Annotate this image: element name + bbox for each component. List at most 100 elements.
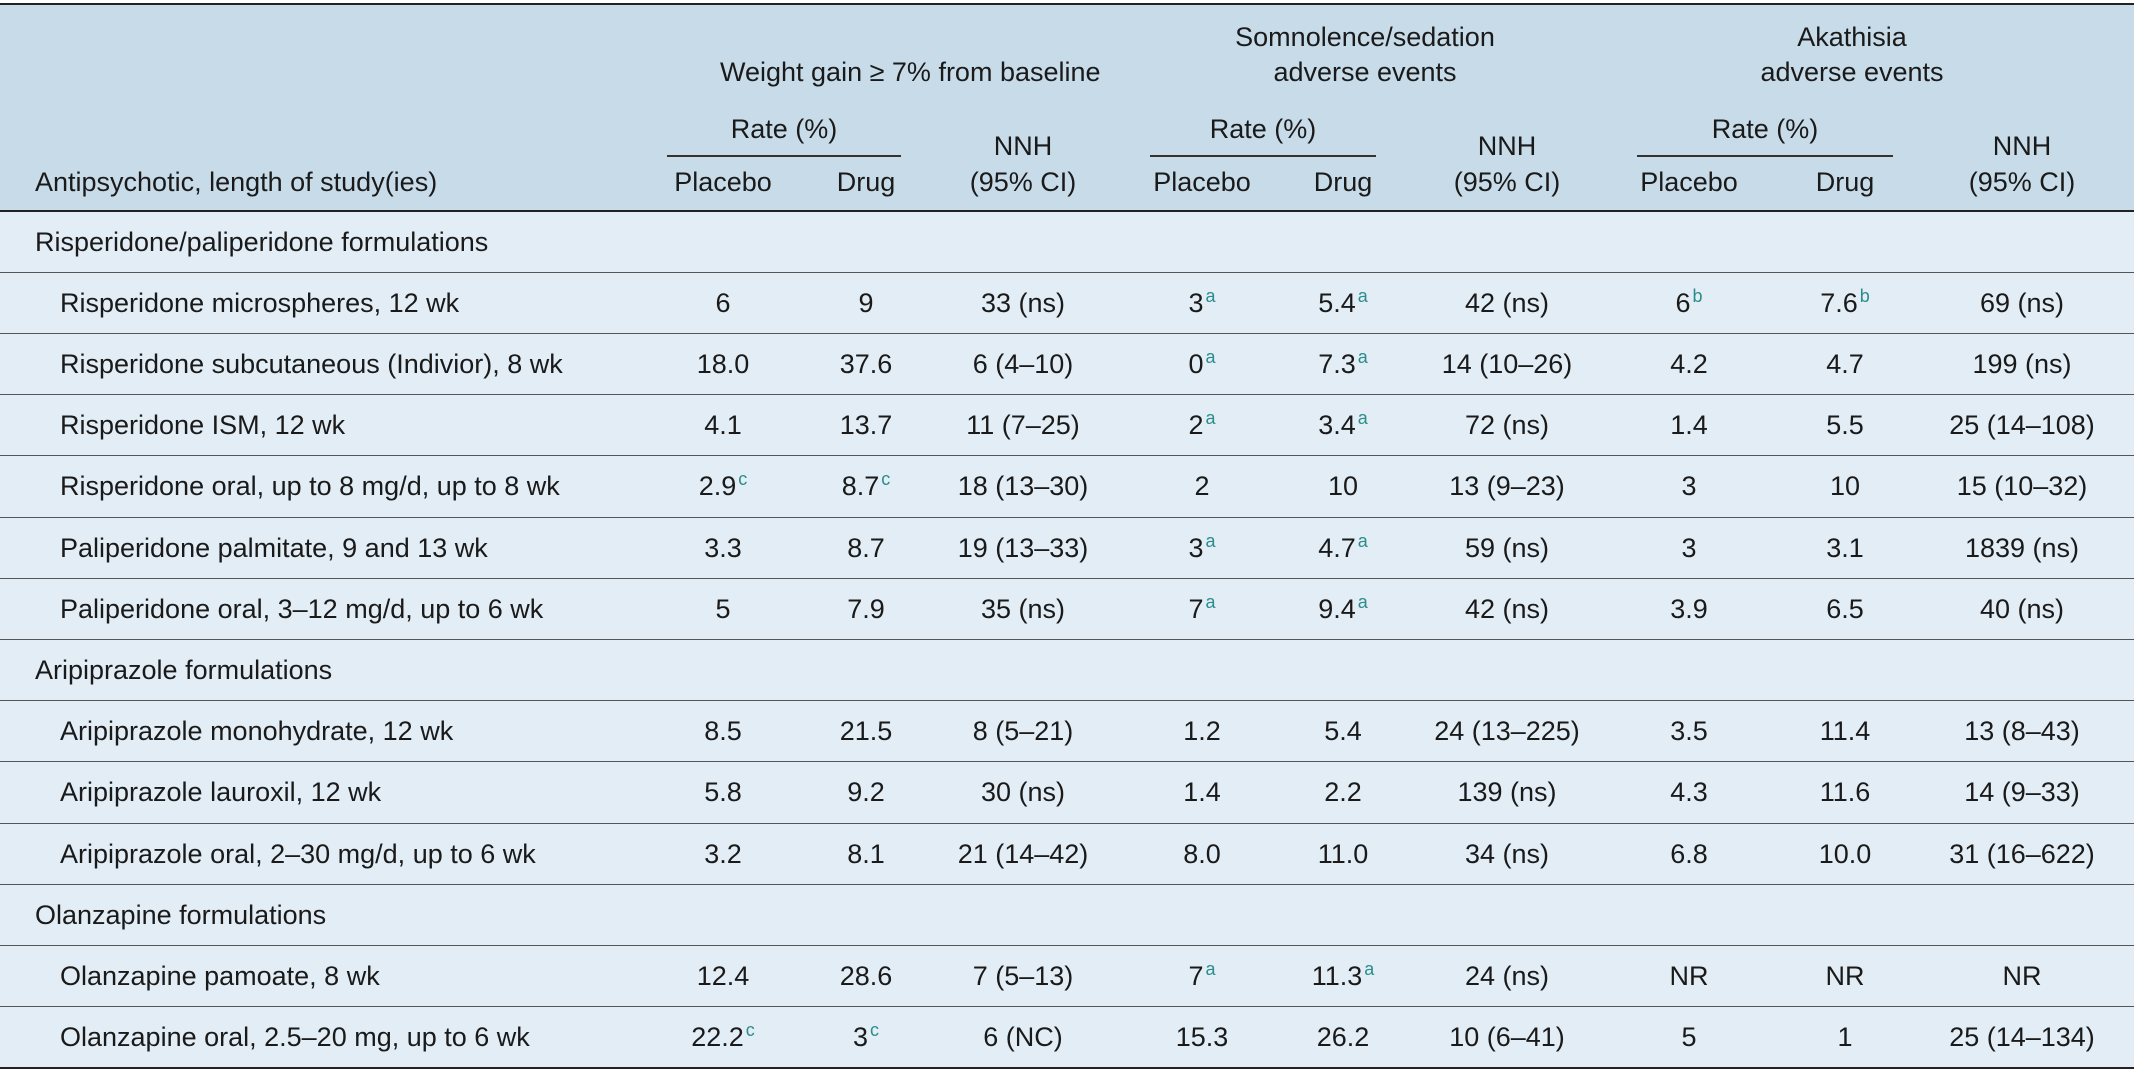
section-title: Risperidone/paliperidone formulations bbox=[35, 226, 489, 257]
footnote-mark: c bbox=[745, 1020, 755, 1041]
cell-value: 13.7 bbox=[839, 410, 893, 441]
cell-value: 8 (5–21) bbox=[972, 716, 1074, 747]
cell-value: 8.0 bbox=[1183, 838, 1221, 869]
cell-value: NR bbox=[2002, 961, 2042, 991]
footnote-mark: a bbox=[1205, 959, 1216, 979]
cell: 5 bbox=[603, 589, 843, 629]
cell-value: 21.5 bbox=[839, 716, 893, 747]
cell: 1839 (ns) bbox=[1902, 528, 2134, 568]
row-rule bbox=[0, 271, 2134, 273]
cell: 19 (13–33) bbox=[903, 528, 1143, 568]
row-rule bbox=[0, 638, 2134, 640]
cell: 69 (ns) bbox=[1902, 283, 2134, 323]
cell: 30 (ns) bbox=[903, 772, 1143, 812]
cell-value: 3 bbox=[1681, 471, 1697, 502]
footnote-mark: a bbox=[1205, 408, 1216, 429]
cell-value: 6 (4–10) bbox=[972, 349, 1074, 379]
cell: 42 (ns) bbox=[1387, 283, 1627, 323]
section-title: Aripiprazole formulations bbox=[35, 655, 333, 685]
cell-value: 7.3 bbox=[1318, 349, 1356, 379]
cell-value: 3.2 bbox=[704, 838, 742, 869]
cell-value: 14 (10–26) bbox=[1441, 349, 1573, 379]
cell: 11 (7–25) bbox=[903, 405, 1143, 445]
cell: 4.2 bbox=[1569, 344, 1809, 384]
cell-value: 59 (ns) bbox=[1464, 532, 1550, 563]
cell-value: 28.6 bbox=[839, 961, 893, 991]
cell-value: 5.5 bbox=[1826, 410, 1864, 441]
cell: NR bbox=[1569, 956, 1809, 996]
cell-value: 4.2 bbox=[1670, 349, 1708, 379]
cell: 1 bbox=[1725, 1017, 1965, 1057]
row-rule bbox=[0, 577, 2134, 579]
cell: 5 bbox=[1569, 1017, 1809, 1057]
cell: 14 (9–33) bbox=[1902, 772, 2134, 812]
cell-value: 6.5 bbox=[1826, 593, 1864, 624]
cell-value: 5.4 bbox=[1318, 287, 1356, 318]
cell-value: 34 (ns) bbox=[1464, 838, 1550, 869]
cell: 2.2 bbox=[1223, 772, 1463, 812]
cell: 22.2 c bbox=[603, 1017, 843, 1057]
drug-header: Drug bbox=[836, 167, 896, 197]
cell: 7.9 bbox=[746, 589, 986, 629]
footnote-mark: a bbox=[1357, 347, 1368, 367]
cell: 6 (NC) bbox=[903, 1017, 1143, 1057]
cell: 3.4 a bbox=[1223, 405, 1463, 445]
cell-value: 0 bbox=[1188, 349, 1204, 379]
footnote-mark: a bbox=[1205, 285, 1216, 306]
rate-header: Rate (%) bbox=[730, 114, 838, 144]
cell-value: 4.1 bbox=[704, 410, 742, 441]
row-label: Risperidone subcutaneous (Indivior), 8 w… bbox=[60, 349, 563, 379]
cell-value: 15.3 bbox=[1175, 1022, 1229, 1053]
row-label: Risperidone oral, up to 8 mg/d, up to 8 … bbox=[60, 471, 560, 502]
cell: 31 (16–622) bbox=[1902, 834, 2134, 874]
cell-value: 25 (14–108) bbox=[1949, 410, 2095, 441]
cell-value: 8.7 bbox=[841, 471, 880, 502]
cell-value: 9.4 bbox=[1318, 593, 1356, 624]
cell-value: 12.4 bbox=[696, 961, 750, 991]
nnh-header: NNH bbox=[1992, 131, 2052, 161]
cell-value: 35 (ns) bbox=[980, 593, 1066, 624]
cell-value: 40 (ns) bbox=[1979, 593, 2065, 624]
cell: 9.2 bbox=[746, 772, 986, 812]
cell-value: 11.4 bbox=[1819, 716, 1871, 747]
cell-value: 11.3 bbox=[1311, 961, 1363, 991]
placebo-header: Placebo bbox=[674, 167, 772, 197]
cell-value: 3.5 bbox=[1670, 716, 1708, 747]
cell: 26.2 bbox=[1223, 1017, 1463, 1057]
footnote-mark: c bbox=[738, 469, 748, 490]
cell-value: 1 bbox=[1837, 1022, 1853, 1053]
rate-underline bbox=[1150, 155, 1376, 157]
row-label: Risperidone ISM, 12 wk bbox=[60, 410, 346, 441]
cell-value: 1.4 bbox=[1183, 777, 1221, 808]
cell: 10 bbox=[1725, 466, 1965, 506]
cell: 12.4 bbox=[603, 956, 843, 996]
cell: 139 (ns) bbox=[1387, 772, 1627, 812]
cell-value: 6 bbox=[715, 287, 731, 318]
cell-value: 6.8 bbox=[1670, 838, 1708, 869]
cell: 1.4 bbox=[1569, 405, 1809, 445]
row-rule bbox=[0, 761, 2134, 763]
cell: 21 (14–42) bbox=[903, 834, 1143, 874]
cell: 72 (ns) bbox=[1387, 405, 1627, 445]
cell: 6 (4–10) bbox=[903, 344, 1143, 384]
drug-header: Drug bbox=[1313, 167, 1373, 197]
row-rule bbox=[0, 455, 2134, 457]
cell-value: 2 bbox=[1188, 410, 1204, 441]
cell: 13.7 bbox=[746, 405, 986, 445]
rate-underline bbox=[667, 155, 901, 157]
cell: 25 (14–134) bbox=[1902, 1017, 2134, 1057]
cell-value: 19 (13–33) bbox=[957, 532, 1089, 563]
cell-value: 3 bbox=[1188, 287, 1204, 318]
cell-value: 10 (6–41) bbox=[1449, 1022, 1565, 1053]
cell: NR bbox=[1725, 956, 1965, 996]
cell: 1.4 bbox=[1082, 772, 1322, 812]
footnote-mark: a bbox=[1357, 591, 1368, 612]
cell-value: 8.5 bbox=[704, 716, 742, 747]
bottom-rule bbox=[0, 1066, 2134, 1069]
cell: 5.4 bbox=[1223, 711, 1463, 751]
